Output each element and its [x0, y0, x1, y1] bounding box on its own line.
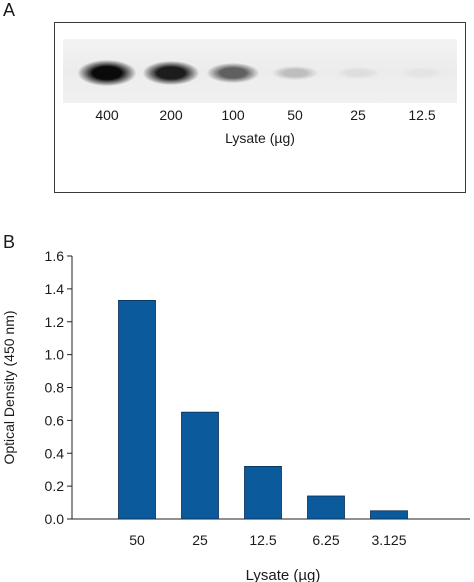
x-tick-label: 50	[129, 532, 145, 548]
y-tick-label: 0.0	[45, 511, 65, 527]
blot-lane-label: 400	[95, 107, 119, 123]
bar	[307, 495, 345, 520]
panel-label-a: A	[3, 0, 16, 20]
y-tick-label: 1.4	[45, 281, 65, 297]
y-tick-label: 1.6	[45, 248, 65, 264]
y-axis-label: Optical Density (450 nm)	[1, 310, 17, 464]
x-tick-label: 25	[192, 532, 208, 548]
y-tick-label: 0.2	[45, 478, 65, 494]
blot-x-axis-label: Lysate (µg)	[225, 130, 295, 146]
bar	[181, 411, 219, 520]
y-tick-label: 0.6	[45, 412, 65, 428]
blot-lane-label: 12.5	[408, 107, 436, 123]
blot-band	[206, 62, 260, 84]
bar-chart: 0.0 0.2 0.4 0.6 0.8 1.0 1.2 1.4 1.6 50 25 12.5 6.25 3…	[1, 248, 470, 582]
y-tick-label: 0.4	[45, 445, 65, 461]
blot-band	[335, 66, 381, 80]
y-tick-label: 1.2	[45, 314, 65, 330]
x-tick-label: 12.5	[249, 532, 276, 548]
blot-lane-label: 200	[159, 107, 183, 123]
blot-gel-image	[63, 39, 457, 103]
y-tick-label: 0.8	[45, 380, 65, 396]
panel-label-b: B	[3, 232, 16, 252]
blot-band	[142, 60, 200, 86]
x-tick-label: 6.25	[312, 532, 339, 548]
blot-lane-label: 50	[287, 107, 303, 123]
bar	[244, 465, 282, 520]
blot-band	[399, 66, 445, 80]
blot-lane-label: 100	[221, 107, 245, 123]
y-tick-label: 1.0	[45, 347, 65, 363]
blot-band	[78, 60, 136, 86]
x-axis-label: Lysate (µg)	[246, 567, 321, 582]
x-tick-label: 3.125	[371, 532, 406, 548]
blot-band	[271, 65, 319, 81]
blot-lane-label: 25	[350, 107, 366, 123]
bar	[118, 299, 156, 520]
western-blot-panel: 400 200 100 50 25 12.5 Lysate (µg)	[54, 22, 466, 193]
bar	[370, 510, 408, 520]
